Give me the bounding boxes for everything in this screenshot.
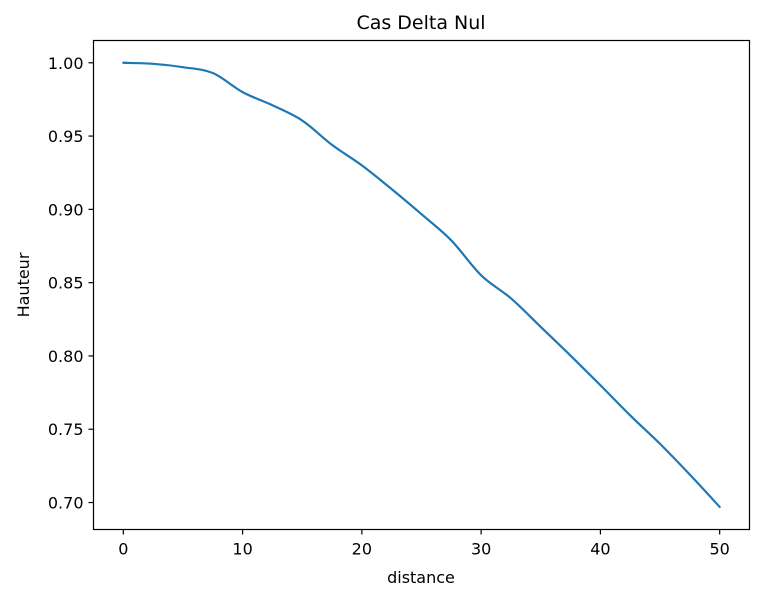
chart-title: Cas Delta Nul (356, 12, 485, 34)
x-tick-label: 20 (352, 540, 372, 559)
y-tick-label: 0.90 (48, 200, 84, 219)
y-tick-label: 0.70 (48, 494, 84, 513)
x-axis-label: distance (387, 568, 455, 587)
y-tick-label: 1.00 (48, 54, 84, 73)
y-tick-label: 0.95 (48, 127, 84, 146)
x-tick-label: 30 (471, 540, 491, 559)
x-tick-label: 0 (118, 540, 128, 559)
x-axis: 0 10 20 30 40 50 (118, 529, 730, 559)
y-tick-label: 0.75 (48, 420, 84, 439)
y-tick-label: 0.85 (48, 274, 84, 293)
series-line-0 (122, 61, 721, 509)
y-axis: 0.70 0.75 0.80 0.85 0.90 0.95 1.00 (48, 54, 94, 513)
x-tick-label: 10 (232, 540, 252, 559)
plot-area (122, 61, 721, 509)
x-tick-label: 40 (590, 540, 610, 559)
axes-frame (92, 39, 751, 531)
y-axis-label: Hauteur (14, 252, 33, 317)
y-tick-label: 0.80 (48, 347, 84, 366)
x-tick-label: 50 (710, 540, 730, 559)
